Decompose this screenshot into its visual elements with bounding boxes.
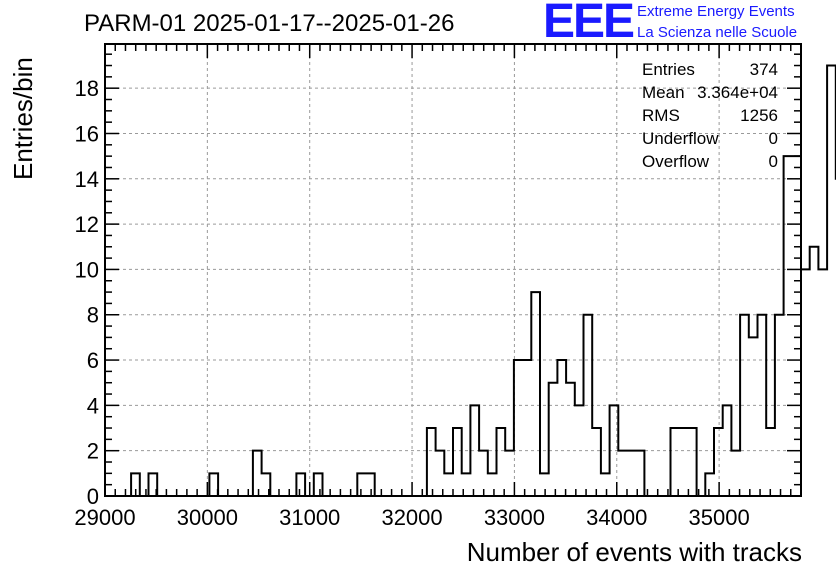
- y-tick-label: 16: [75, 121, 99, 146]
- histogram-bin: [714, 428, 723, 496]
- histogram-bin: [827, 66, 836, 496]
- histogram-bin: [497, 428, 506, 496]
- histogram-bin: [488, 473, 497, 496]
- logo-subtitle-1: Extreme Energy Events: [637, 3, 795, 20]
- stats-underflow-label: Underflow: [642, 129, 719, 148]
- histogram-bin: [688, 428, 697, 496]
- y-tick-label: 8: [87, 303, 99, 328]
- y-tick-label: 14: [75, 167, 99, 192]
- x-tick-label: 35000: [689, 505, 750, 530]
- histogram-bin: [601, 473, 610, 496]
- eee-logo: EEE: [543, 0, 635, 48]
- y-tick-label: 18: [75, 76, 99, 101]
- histogram-bin: [523, 360, 532, 496]
- x-tick-label: 31000: [279, 505, 340, 530]
- y-axis-label: Entries/bin: [8, 57, 38, 180]
- histogram-bin: [253, 451, 262, 496]
- x-tick-label: 32000: [381, 505, 442, 530]
- stats-entries-value: 374: [749, 60, 778, 79]
- stats-rms-label: RMS: [642, 106, 680, 125]
- histogram-bin: [766, 428, 775, 496]
- histogram-bin: [810, 247, 819, 496]
- stats-underflow-value: 0: [768, 129, 778, 148]
- x-tick-label: 30000: [177, 505, 238, 530]
- histogram-bin: [618, 451, 627, 496]
- x-tick-label: 34000: [586, 505, 647, 530]
- histogram-bin: [427, 428, 436, 496]
- histogram-bin: [566, 383, 575, 496]
- stats-mean-label: Mean: [642, 83, 685, 102]
- y-tick-label: 10: [75, 257, 99, 282]
- histogram-bin: [366, 473, 375, 496]
- stats-overflow-value: 0: [768, 152, 778, 171]
- stats-entries-label: Entries: [642, 60, 695, 79]
- histogram-bin: [627, 451, 636, 496]
- histogram-outline: [105, 64, 836, 497]
- histogram-bin: [557, 360, 566, 496]
- histogram-bin: [453, 428, 462, 496]
- logo-subtitle-2: La Scienza nelle Scuole: [637, 24, 798, 41]
- histogram-bin: [731, 451, 740, 496]
- histogram-bin: [514, 360, 523, 496]
- histogram-bin: [505, 451, 514, 496]
- histogram-bin: [296, 473, 305, 496]
- stats-mean-value: 3.364e+04: [697, 83, 778, 102]
- x-tick-label: 29000: [74, 505, 135, 530]
- x-axis-label: Number of events with tracks: [466, 537, 802, 567]
- histogram-bin: [357, 473, 366, 496]
- stats-row-rms: RMS 1256: [642, 106, 778, 129]
- histogram-bin: [444, 473, 453, 496]
- y-tick-label: 0: [87, 484, 99, 509]
- histogram-bin: [679, 428, 688, 496]
- stats-box: Entries 374 Mean 3.364e+04 RMS 1256 Unde…: [642, 60, 778, 175]
- histogram-bin: [818, 269, 827, 496]
- y-tick-label: 2: [87, 439, 99, 464]
- histogram-bin: [705, 473, 714, 496]
- histogram-bin: [209, 473, 218, 496]
- x-tick-label: 33000: [484, 505, 545, 530]
- histogram-bin: [531, 292, 540, 496]
- stats-row-mean: Mean 3.364e+04: [642, 83, 778, 106]
- histogram-bin: [549, 383, 558, 496]
- stats-overflow-label: Overflow: [642, 152, 710, 171]
- stats-row-underflow: Underflow 0: [642, 129, 778, 152]
- histogram-bin: [671, 428, 680, 496]
- histogram-bin: [801, 269, 810, 496]
- histogram-bin: [784, 156, 793, 496]
- y-tick-label: 4: [87, 393, 99, 418]
- histogram-bin: [749, 337, 758, 496]
- histogram-bin: [314, 473, 323, 496]
- stats-rms-value: 1256: [740, 106, 778, 125]
- stats-row-overflow: Overflow 0: [642, 152, 778, 175]
- chart-title: PARM-01 2025-01-17--2025-01-26: [84, 10, 455, 37]
- y-tick-label: 6: [87, 348, 99, 373]
- y-tick-label: 12: [75, 212, 99, 237]
- histogram-bin: [592, 428, 601, 496]
- histogram-bin: [540, 473, 549, 496]
- stats-row-entries: Entries 374: [642, 60, 778, 83]
